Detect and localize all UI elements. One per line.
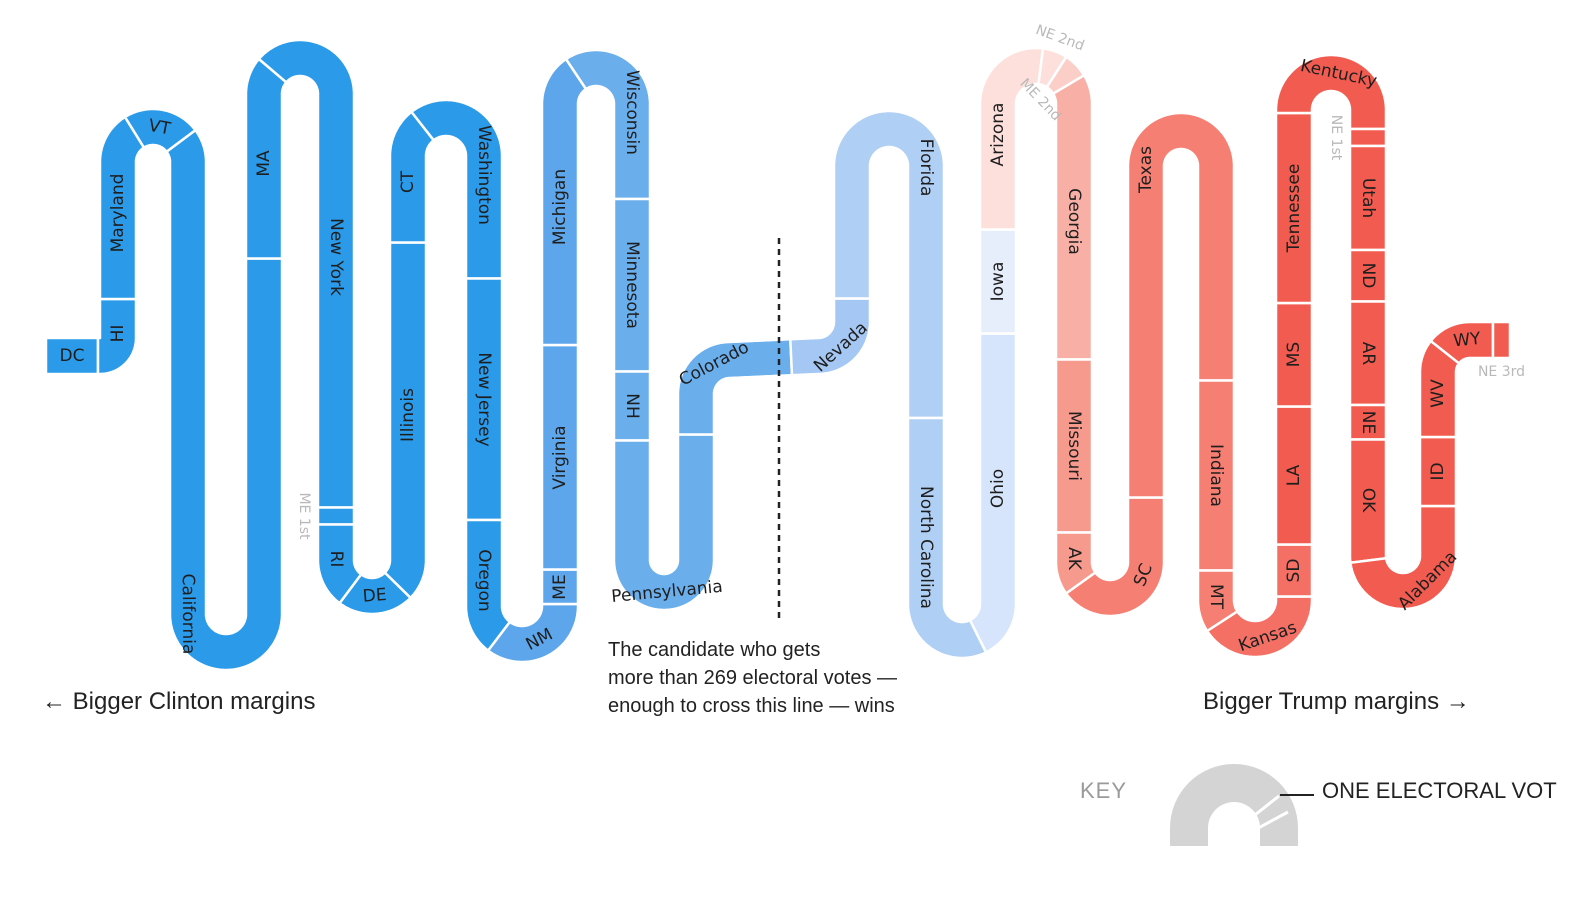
state-label: Texas [1136, 146, 1156, 194]
state-label: AR [1358, 342, 1378, 366]
state-label: MS [1284, 342, 1304, 367]
clinton-margins-caption: ← Bigger Clinton margins [42, 688, 316, 715]
state-label: Georgia [1064, 188, 1084, 255]
threshold-note-line-2: more than 269 electoral votes — [608, 667, 898, 689]
trump-margins-caption: Bigger Trump margins → [1203, 688, 1470, 715]
state-label: RI [326, 551, 346, 568]
state-label: SD [1284, 559, 1304, 583]
state-label: Wisconsin [622, 70, 642, 155]
state-label: HI [108, 325, 128, 343]
state-label: NE 1st [1328, 115, 1344, 161]
state-label: California [178, 574, 199, 655]
state-label: Virginia [550, 425, 570, 489]
segment-me-1st [316, 506, 356, 526]
state-label: LA [1284, 464, 1304, 486]
state-label: ME 1st [296, 492, 312, 540]
state-label: AK [1064, 547, 1084, 571]
key-sample [1170, 764, 1314, 846]
state-label: Maryland [108, 174, 128, 253]
threshold-note-line-3: enough to cross this line — wins [608, 695, 895, 717]
state-label: NE 3rd [1478, 364, 1525, 380]
state-label: Indiana [1206, 444, 1226, 507]
state-label: North Carolina [916, 486, 936, 609]
state-label: Minnesota [622, 241, 642, 329]
segment-ne-3rd [1491, 320, 1512, 360]
state-label: Tennessee [1284, 164, 1304, 254]
state-label: NE [1358, 411, 1378, 434]
state-label: MT [1206, 584, 1226, 610]
state-label: MA [254, 150, 274, 177]
state-label: CT [398, 170, 418, 193]
key-vote-divider-a [1245, 794, 1280, 824]
state-label: Illinois [398, 388, 418, 442]
snake-segments [44, 38, 1512, 672]
state-label: Washington [474, 125, 494, 225]
threshold-note: The candidate who gets more than 269 ele… [608, 636, 988, 720]
state-label: Michigan [550, 169, 570, 245]
state-label: Arizona [988, 103, 1008, 167]
state-label: WY [1453, 329, 1483, 351]
threshold-note-line-1: The candidate who gets [608, 639, 821, 661]
key-vote-label: ONE ELECTORAL VOT [1322, 778, 1557, 803]
state-label: New York [326, 218, 346, 296]
state-label: DE [362, 585, 387, 607]
state-label: ND [1358, 263, 1378, 289]
state-label: Missouri [1064, 411, 1084, 481]
state-label: Utah [1358, 178, 1378, 218]
state-label: Iowa [988, 262, 1008, 302]
state-label: New Jersey [474, 352, 494, 446]
state-label: OK [1358, 488, 1378, 513]
state-label: NH [622, 393, 642, 419]
key-label: KEY [1080, 778, 1128, 803]
segment-hi [96, 297, 138, 376]
key-vote-divider-b [1250, 810, 1289, 834]
state-label: ID [1428, 462, 1448, 480]
state-label: ME [550, 574, 570, 599]
key-arch [1170, 764, 1298, 846]
state-label: Ohio [988, 469, 1008, 508]
state-label: DC [60, 346, 85, 366]
state-label: WV [1428, 379, 1448, 408]
state-label: Florida [916, 139, 936, 197]
state-label: VT [147, 116, 173, 140]
segment-ne-1st [1348, 127, 1388, 148]
state-label: Oregon [474, 549, 494, 611]
